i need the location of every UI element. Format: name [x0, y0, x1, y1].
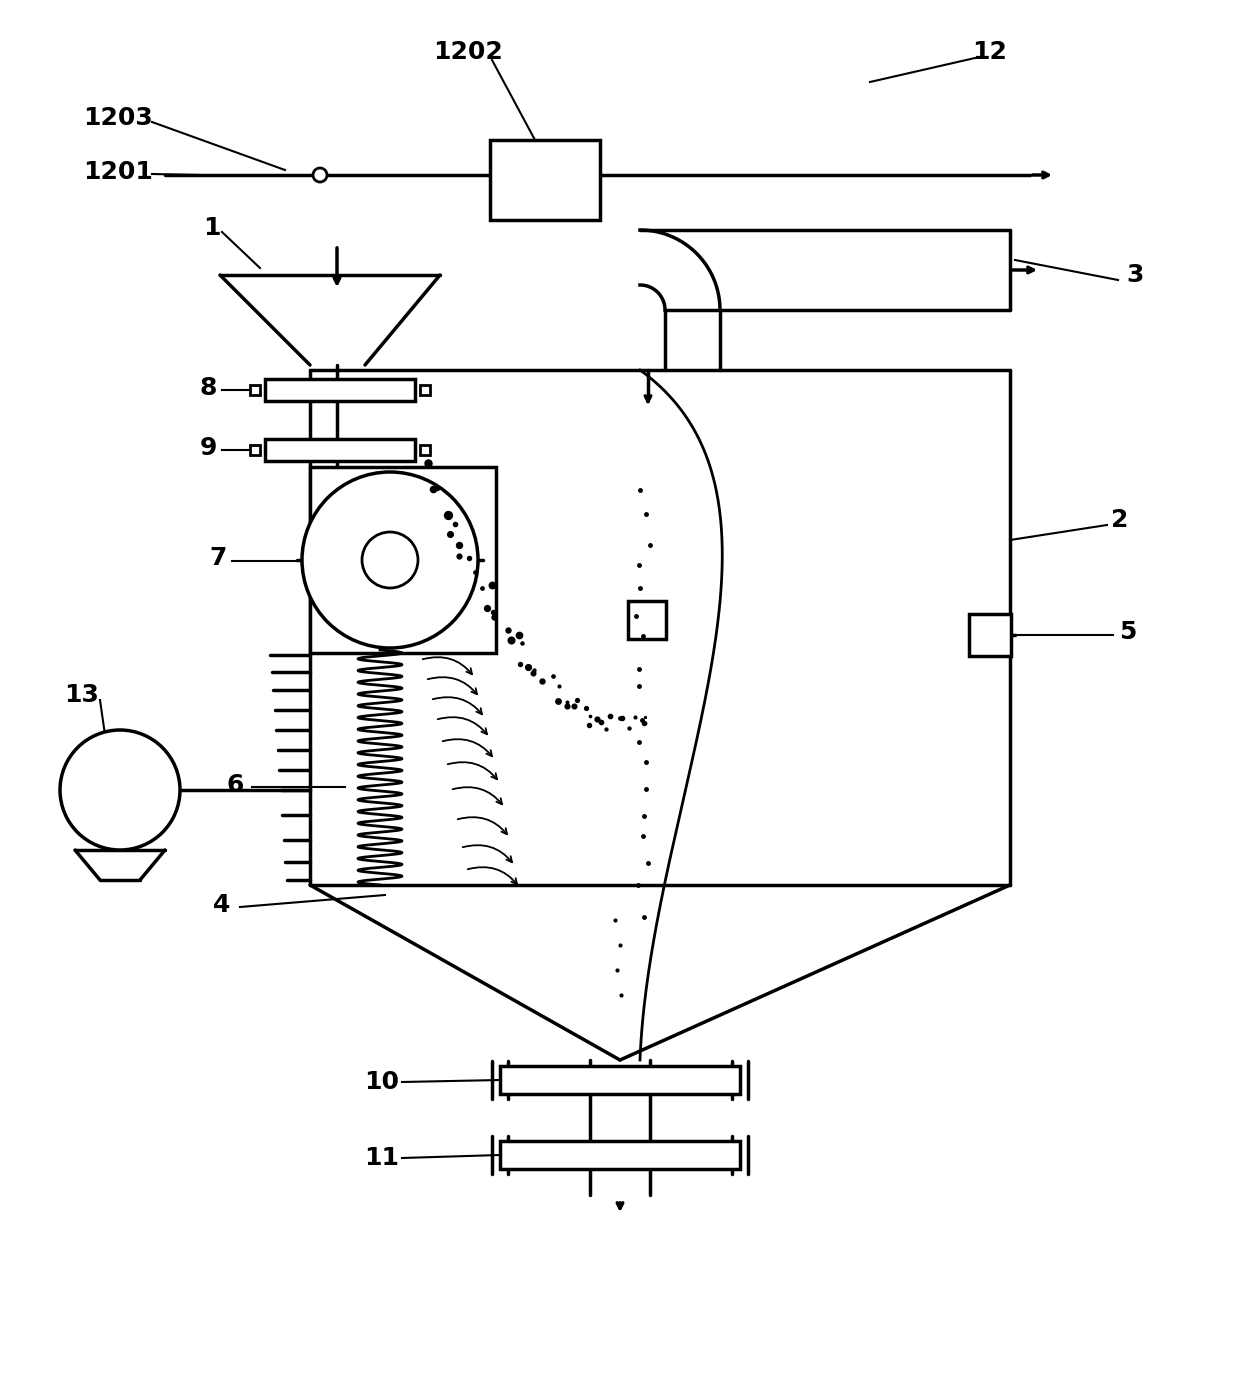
Circle shape	[312, 168, 327, 183]
Text: 9: 9	[200, 437, 217, 460]
Circle shape	[303, 472, 477, 648]
Text: 12: 12	[972, 40, 1007, 65]
Bar	[250, 384, 260, 395]
Bar	[265, 439, 415, 461]
Text: 2: 2	[1111, 508, 1128, 531]
Bar	[420, 384, 430, 395]
Bar	[310, 467, 496, 654]
Circle shape	[60, 730, 180, 850]
Text: 10: 10	[365, 1070, 399, 1094]
Text: 6: 6	[227, 773, 244, 796]
Text: 3: 3	[1126, 264, 1143, 287]
Text: 7: 7	[210, 546, 227, 570]
Text: 1203: 1203	[83, 106, 153, 130]
Text: 5: 5	[1120, 621, 1137, 644]
Bar	[627, 601, 666, 638]
Text: 1201: 1201	[83, 161, 153, 184]
Bar	[500, 1141, 740, 1168]
Text: 1: 1	[203, 216, 221, 240]
Text: 13: 13	[64, 682, 99, 707]
Text: 11: 11	[365, 1146, 399, 1170]
Bar	[500, 1065, 740, 1094]
Bar	[490, 140, 600, 220]
Circle shape	[362, 531, 418, 588]
Bar	[265, 379, 415, 401]
Text: 8: 8	[200, 376, 217, 400]
Bar	[968, 614, 1011, 656]
Text: 1202: 1202	[433, 40, 503, 65]
Text: 4: 4	[213, 892, 231, 917]
Bar	[420, 445, 430, 454]
Bar	[250, 445, 260, 454]
